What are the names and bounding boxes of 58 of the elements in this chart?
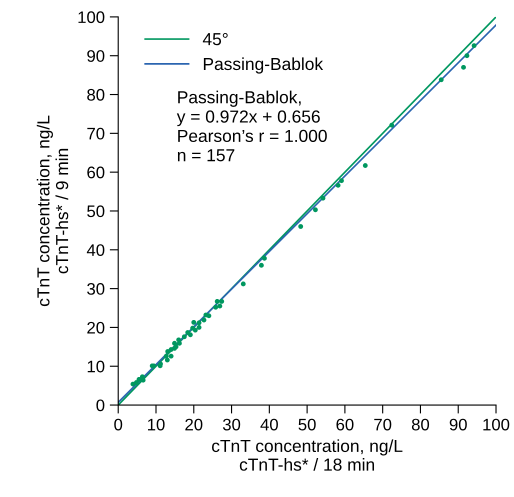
point (182, 334, 187, 340)
point (320, 196, 326, 201)
point (298, 224, 304, 229)
x-axis-title: cTnT concentration, ng/L cTnT-hs* / 18 min (212, 439, 402, 471)
point (206, 313, 212, 318)
point (188, 332, 193, 338)
point (196, 325, 202, 330)
y-tick-label: 50 (87, 205, 104, 218)
x-tick-label: 40 (260, 418, 278, 430)
point (389, 122, 394, 128)
y-tick-label: 0 (96, 399, 104, 412)
y-tick-label: 70 (87, 128, 104, 140)
point (313, 207, 318, 212)
point (339, 178, 344, 184)
point (165, 349, 170, 354)
x-tick-label: 100 (483, 418, 510, 430)
point (214, 299, 220, 304)
point (258, 262, 264, 268)
x-tick-label: 90 (450, 418, 467, 430)
y-tick-label: 60 (87, 166, 104, 178)
y-tick-label: 90 (87, 50, 104, 62)
x-tick-label: 20 (185, 418, 202, 430)
point (136, 377, 142, 382)
point (464, 53, 470, 58)
x-tick-label: 10 (148, 418, 165, 430)
legend-label: Passing-Bablok (204, 57, 324, 74)
x-tick-label: 0 (114, 418, 122, 430)
point (196, 320, 202, 326)
point (213, 304, 218, 310)
x-tick-label: 70 (374, 418, 392, 430)
point (336, 182, 340, 188)
y-tick-label: 100 (78, 11, 104, 24)
point (168, 354, 174, 359)
y-tick-label: 80 (87, 88, 104, 101)
x-tick-label: 50 (298, 418, 316, 430)
point (472, 43, 477, 48)
y-axis-title: cTnT concentration, ng/L cTnT-hs* / 9 min (36, 116, 68, 306)
point (362, 163, 368, 168)
x-tick-label: 60 (336, 418, 354, 430)
point (219, 299, 224, 304)
point (217, 304, 222, 308)
point (192, 328, 198, 333)
x-tick-label: 30 (222, 418, 240, 430)
y-tick-label: 20 (87, 322, 104, 334)
y-tick-label: 10 (88, 360, 104, 372)
point (134, 380, 139, 385)
annotation: Passing-Bablok, y = 0.972x + 0.656 Pearson’s r = 1.000 n = 157 (176, 90, 327, 162)
point (438, 77, 444, 82)
point (461, 64, 466, 70)
point (202, 318, 206, 322)
point (240, 282, 246, 286)
legend-label: 45° (202, 32, 228, 46)
point (262, 256, 267, 261)
point (191, 320, 196, 325)
y-tick-label: 30 (87, 283, 104, 295)
x-tick-label: 80 (412, 418, 430, 430)
y-tick-label: 40 (86, 244, 104, 256)
point (164, 358, 170, 362)
